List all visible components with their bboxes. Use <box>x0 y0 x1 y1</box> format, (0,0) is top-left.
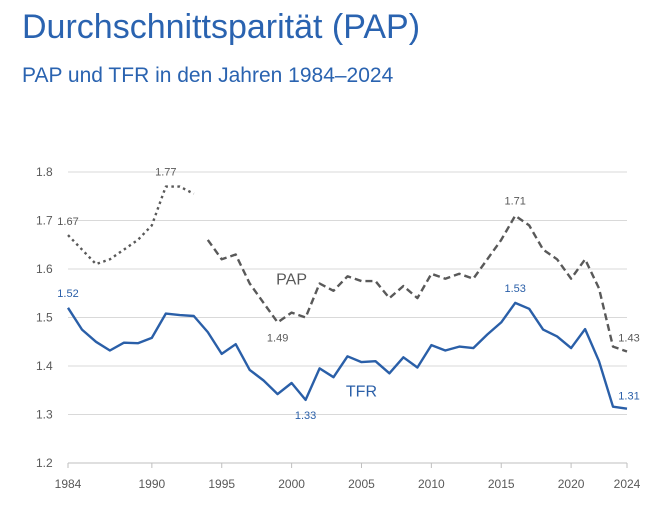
y-tick-label: 1.4 <box>36 359 53 373</box>
x-tick-label: 2024 <box>614 477 641 491</box>
y-tick-label: 1.5 <box>36 311 53 325</box>
y-tick-label: 1.2 <box>36 456 53 470</box>
series-label-pap: PAP <box>276 272 307 289</box>
x-tick-label: 2015 <box>488 477 515 491</box>
x-tick-label: 2020 <box>558 477 585 491</box>
x-tick-label: 1984 <box>55 477 82 491</box>
x-tick-label: 2005 <box>348 477 375 491</box>
data-label-tfr: 1.31 <box>618 391 639 403</box>
data-label-pap: 1.71 <box>504 196 525 208</box>
data-label-tfr: 1.33 <box>295 410 316 422</box>
series-line-pap <box>67 185 195 266</box>
series-line-tfr <box>66 301 628 410</box>
data-label-pap: 1.67 <box>57 216 78 228</box>
y-tick-label: 1.8 <box>36 165 53 179</box>
series-line-pap <box>206 214 628 353</box>
x-tick-label: 1990 <box>138 477 165 491</box>
chart-subtitle: PAP und TFR in den Jahren 1984–2024 <box>22 64 394 87</box>
data-label-tfr: 1.53 <box>504 283 525 295</box>
y-tick-label: 1.3 <box>36 408 53 422</box>
data-label-tfr: 1.52 <box>57 288 78 300</box>
data-label-pap: 1.77 <box>155 167 176 179</box>
y-tick-label: 1.7 <box>36 214 53 228</box>
x-tick-label: 1995 <box>208 477 235 491</box>
data-label-pap: 1.49 <box>267 332 288 344</box>
series-label-tfr: TFR <box>346 383 377 400</box>
x-tick-label: 2010 <box>418 477 445 491</box>
y-tick-label: 1.6 <box>36 262 53 276</box>
x-tick-label: 2000 <box>278 477 305 491</box>
chart-title: Durchschnittsparität (PAP) <box>22 8 421 46</box>
data-label-pap: 1.43 <box>618 332 639 344</box>
